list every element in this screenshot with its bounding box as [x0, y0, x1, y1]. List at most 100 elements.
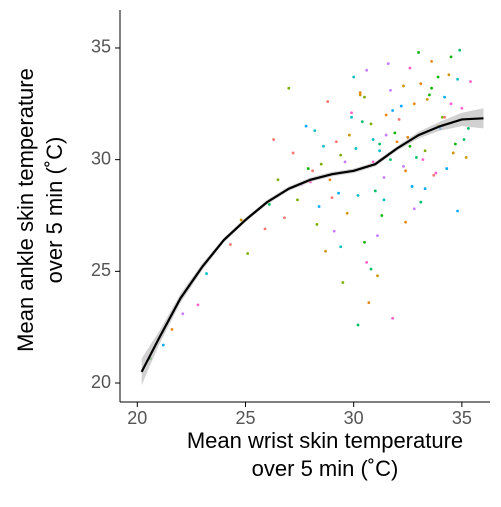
point: [408, 66, 412, 70]
point: [386, 62, 390, 66]
point: [458, 48, 462, 52]
point: [321, 144, 325, 148]
y-axis-label: over 5 min (˚C): [42, 137, 67, 284]
point: [367, 301, 371, 305]
point: [412, 102, 416, 106]
point: [419, 200, 423, 204]
point: [373, 189, 377, 193]
point: [358, 93, 362, 97]
x-axis-label: over 5 min (˚C): [252, 456, 399, 481]
point: [354, 147, 358, 150]
y-axis-label: Mean ankle skin temperature: [13, 68, 38, 352]
point: [415, 156, 418, 159]
point: [365, 68, 369, 72]
x-tick-label: 25: [235, 408, 255, 428]
point: [324, 249, 327, 253]
point: [283, 216, 286, 220]
point: [313, 129, 317, 133]
point: [334, 140, 338, 144]
point: [205, 272, 208, 275]
point: [469, 80, 472, 83]
y-tick-label: 30: [91, 148, 111, 168]
point: [328, 178, 332, 182]
y-tick-label: 35: [91, 37, 111, 57]
point: [391, 109, 395, 112]
point: [382, 176, 386, 179]
point: [332, 229, 336, 233]
point: [196, 303, 200, 307]
point: [428, 93, 431, 97]
point: [421, 158, 425, 162]
point: [376, 274, 379, 278]
point: [412, 207, 416, 211]
point: [263, 227, 267, 231]
point: [378, 142, 382, 146]
point: [382, 198, 386, 202]
point: [404, 169, 408, 173]
point: [376, 234, 379, 237]
point: [456, 77, 459, 81]
point: [311, 169, 314, 173]
x-tick-label: 30: [344, 408, 364, 428]
point: [365, 260, 369, 264]
point: [363, 240, 366, 244]
point: [380, 214, 384, 217]
x-tick-label: 20: [127, 408, 147, 428]
y-tick-label: 25: [91, 260, 111, 280]
point: [356, 193, 360, 197]
point: [393, 131, 397, 135]
point: [449, 102, 453, 106]
point: [296, 198, 299, 202]
point: [434, 171, 438, 175]
point: [350, 111, 353, 115]
point: [402, 84, 405, 88]
point: [161, 343, 165, 347]
point: [306, 167, 310, 170]
point: [408, 144, 412, 148]
point: [317, 205, 321, 208]
point: [456, 209, 459, 213]
point: [443, 115, 446, 119]
point: [443, 95, 446, 99]
point: [384, 113, 388, 117]
point: [419, 82, 423, 86]
point: [350, 115, 353, 119]
point: [436, 75, 440, 79]
point: [326, 100, 330, 103]
point: [445, 167, 449, 170]
point: [378, 149, 382, 153]
point: [410, 185, 414, 188]
point: [352, 75, 356, 79]
point: [447, 73, 451, 77]
point: [246, 252, 250, 255]
point: [272, 138, 276, 141]
point: [363, 95, 366, 99]
point: [449, 55, 453, 59]
point: [389, 89, 392, 92]
point: [432, 173, 436, 177]
point: [239, 218, 243, 222]
point: [404, 220, 408, 224]
point: [462, 138, 466, 141]
point: [395, 140, 399, 144]
point: [337, 191, 340, 195]
point: [417, 51, 420, 54]
x-tick-label: 35: [452, 408, 472, 428]
point: [371, 138, 375, 141]
point: [460, 106, 464, 110]
point: [304, 124, 308, 128]
point: [399, 104, 403, 108]
point: [170, 328, 174, 331]
point: [341, 281, 345, 284]
point: [276, 178, 280, 182]
point: [451, 151, 455, 155]
x-axis-label: Mean wrist skin temperature: [187, 428, 463, 453]
point: [430, 59, 433, 63]
point: [440, 115, 444, 119]
point: [384, 133, 388, 137]
point: [360, 120, 364, 124]
point: [345, 211, 349, 215]
point: [389, 158, 392, 162]
point: [358, 91, 362, 95]
